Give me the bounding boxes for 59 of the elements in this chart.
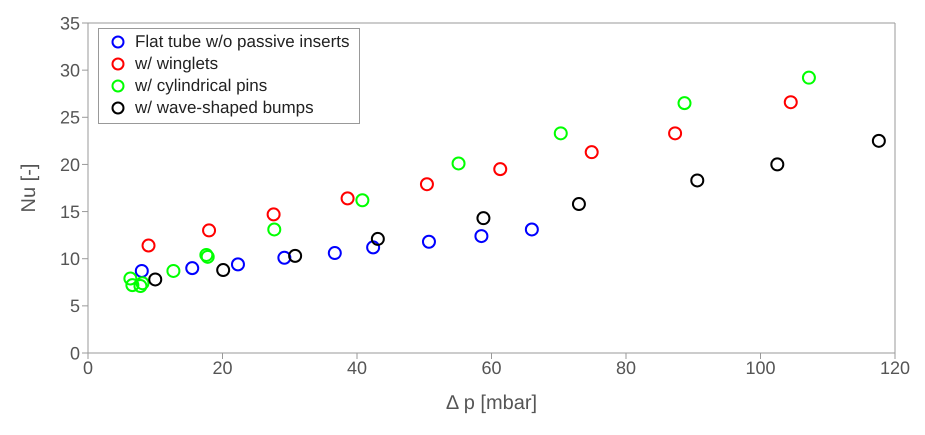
point: [678, 96, 692, 110]
point: [770, 157, 784, 172]
point: [142, 238, 156, 253]
point: [125, 278, 140, 292]
point: [476, 211, 490, 226]
point: [135, 276, 150, 290]
x-axis-title: Δ p [mbar]: [446, 392, 538, 414]
point: [474, 229, 488, 244]
point: [185, 261, 200, 276]
x-tick-label: 80: [616, 358, 636, 378]
point: [277, 250, 292, 265]
point: [340, 191, 355, 206]
y-tick-label: 15: [60, 202, 80, 222]
y-tick-label: 10: [60, 249, 80, 270]
point: [422, 234, 436, 249]
point: [668, 126, 682, 140]
point: [572, 197, 586, 212]
point: [584, 145, 599, 160]
x-tick-label: 20: [212, 358, 233, 378]
legend-label: Flat tube w/o passive inserts: [135, 31, 350, 53]
x-tick-label: 0: [82, 358, 94, 378]
point: [202, 223, 216, 238]
point: [872, 134, 886, 148]
x-tick-label: 100: [745, 358, 776, 378]
legend-label: w/ wave-shaped bumps: [135, 97, 314, 119]
point: [802, 70, 816, 85]
point: [216, 263, 230, 278]
y-tick-label: 0: [70, 343, 80, 364]
point: [355, 193, 370, 208]
point: [266, 207, 281, 222]
x-tick-label: 40: [346, 358, 368, 378]
x-tick-label: 120: [880, 358, 910, 378]
point: [493, 162, 508, 176]
point: [148, 272, 162, 286]
point: [267, 222, 282, 236]
point: [784, 95, 798, 110]
point: [554, 126, 568, 140]
y-tick-label: 20: [60, 154, 80, 175]
y-tick-label: 25: [60, 108, 80, 128]
point: [166, 264, 180, 278]
point: [288, 248, 302, 263]
point: [524, 222, 539, 236]
legend-label: w/ winglets: [135, 53, 218, 75]
point: [420, 177, 434, 192]
point: [690, 173, 704, 188]
point: [366, 240, 380, 254]
y-tick-label: 35: [60, 13, 80, 34]
point: [133, 279, 148, 294]
legend-label: w/ cylindrical pins: [135, 75, 268, 97]
point: [134, 264, 149, 278]
point: [328, 246, 342, 260]
x-tick-label: 60: [481, 358, 502, 378]
y-axis-title: Nu [-]: [18, 164, 40, 212]
y-tick-label: 5: [70, 296, 80, 316]
point: [452, 156, 466, 170]
point: [230, 257, 245, 272]
y-tick-label: 30: [60, 60, 80, 81]
point: [370, 232, 385, 246]
point: [123, 272, 138, 286]
